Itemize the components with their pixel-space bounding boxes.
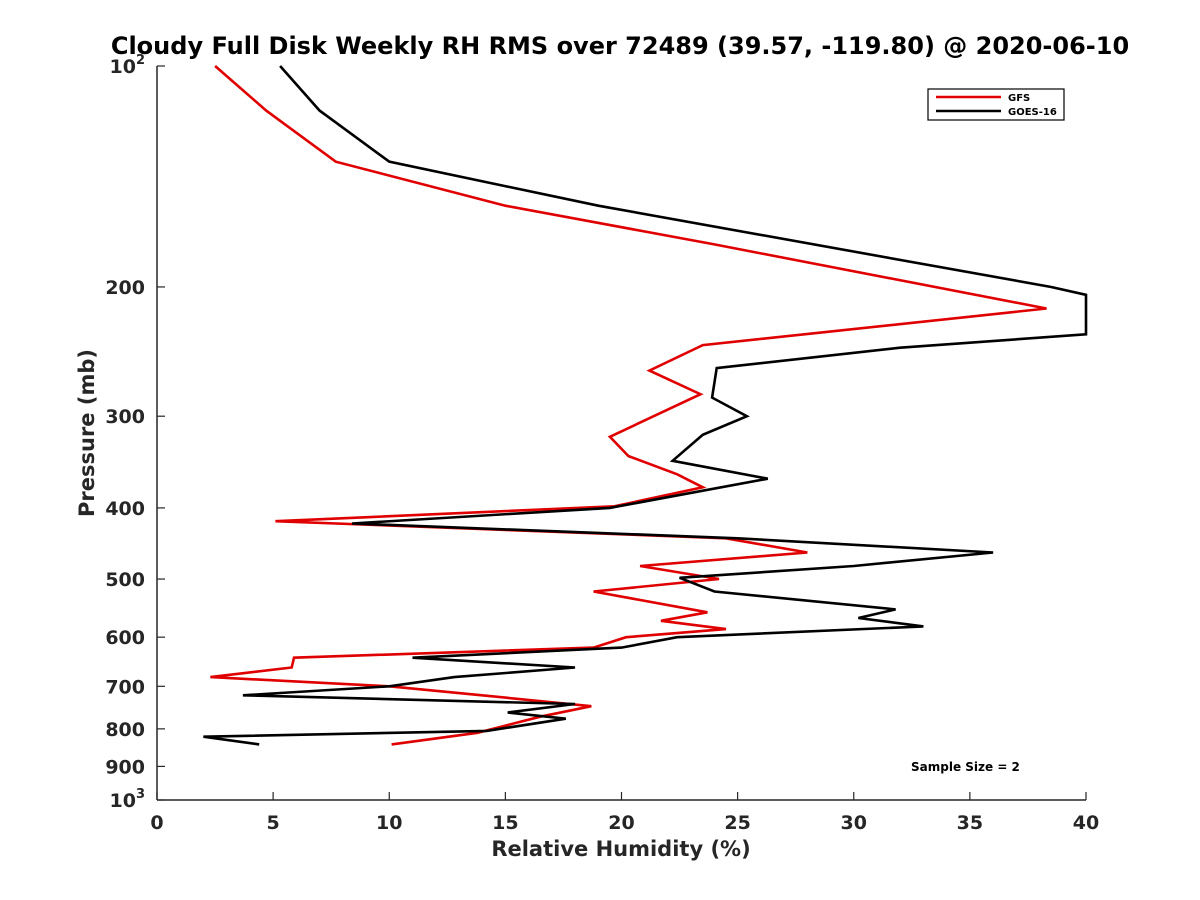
y-tick-power-label: 103 xyxy=(110,787,146,812)
y-tick-label: 900 xyxy=(105,756,145,778)
x-tick-label: 25 xyxy=(724,812,750,834)
x-tick-label: 0 xyxy=(150,812,163,834)
legend-box xyxy=(927,88,1065,121)
y-tick-label: 500 xyxy=(105,569,145,591)
y-tick-label: 400 xyxy=(105,498,145,520)
legend-label-goes16: GOES-16 xyxy=(1008,107,1057,118)
y-tick-label: 700 xyxy=(105,676,145,698)
y-tick-power-base: 10 xyxy=(110,790,136,812)
x-tick-label: 10 xyxy=(376,812,402,834)
y-tick-label: 200 xyxy=(105,277,145,299)
series-lines xyxy=(203,65,1088,746)
x-tick-label: 15 xyxy=(492,812,518,834)
series-line-goes-16 xyxy=(203,65,1088,746)
y-tick-power-label: 102 xyxy=(110,53,146,78)
y-tick-label: 600 xyxy=(105,627,145,649)
y-axis-label: Pressure (mb) xyxy=(75,349,99,517)
x-ticks: 0 5 10 15 20 25 30 35 40 xyxy=(150,792,1099,834)
x-tick-label: 30 xyxy=(841,812,867,834)
legend-label-gfs: GFS xyxy=(1008,93,1030,104)
x-tick-label: 20 xyxy=(608,812,634,834)
sample-size-annotation: Sample Size = 2 xyxy=(911,760,1020,774)
legend: GFS GOES-16 xyxy=(927,88,1065,121)
x-axis-label: Relative Humidity (%) xyxy=(491,837,750,861)
series-line-gfs xyxy=(210,65,1047,746)
chart-title: Cloudy Full Disk Weekly RH RMS over 7248… xyxy=(111,32,1129,60)
y-tick-power-exponent: 2 xyxy=(136,53,145,68)
x-tick-label: 5 xyxy=(267,812,280,834)
y-tick-power-exponent: 3 xyxy=(136,787,145,802)
y-tick-label: 300 xyxy=(105,406,145,428)
x-tick-label: 40 xyxy=(1073,812,1099,834)
y-tick-power-base: 10 xyxy=(110,56,136,78)
x-tick-label: 35 xyxy=(957,812,983,834)
y-tick-label: 800 xyxy=(105,719,145,741)
